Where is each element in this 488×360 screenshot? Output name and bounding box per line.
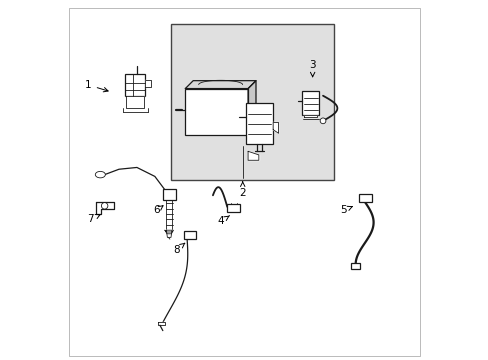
Ellipse shape (95, 171, 105, 178)
Text: 1: 1 (85, 80, 108, 92)
Bar (246, 103, 273, 144)
Polygon shape (96, 202, 113, 214)
Text: 3: 3 (309, 60, 315, 77)
Polygon shape (126, 96, 144, 108)
Text: 7: 7 (87, 215, 100, 224)
Bar (227, 204, 240, 212)
Polygon shape (166, 230, 172, 237)
Text: 5: 5 (339, 206, 351, 216)
Text: 8: 8 (173, 243, 184, 255)
Text: 6: 6 (153, 206, 163, 216)
Bar (163, 189, 175, 200)
Bar (185, 89, 247, 135)
Bar (171, 24, 333, 180)
Bar (184, 231, 196, 239)
Bar (351, 263, 359, 269)
Bar (358, 194, 371, 202)
Bar (302, 91, 319, 114)
Polygon shape (185, 81, 255, 89)
Circle shape (101, 203, 108, 209)
Polygon shape (247, 151, 258, 160)
Polygon shape (273, 122, 278, 133)
Text: 4: 4 (218, 216, 229, 226)
Polygon shape (144, 80, 151, 87)
Circle shape (320, 118, 325, 124)
Polygon shape (158, 321, 164, 325)
Polygon shape (164, 230, 173, 234)
Text: 2: 2 (239, 182, 245, 198)
Polygon shape (247, 81, 255, 135)
Bar (125, 74, 144, 96)
Polygon shape (304, 114, 317, 117)
